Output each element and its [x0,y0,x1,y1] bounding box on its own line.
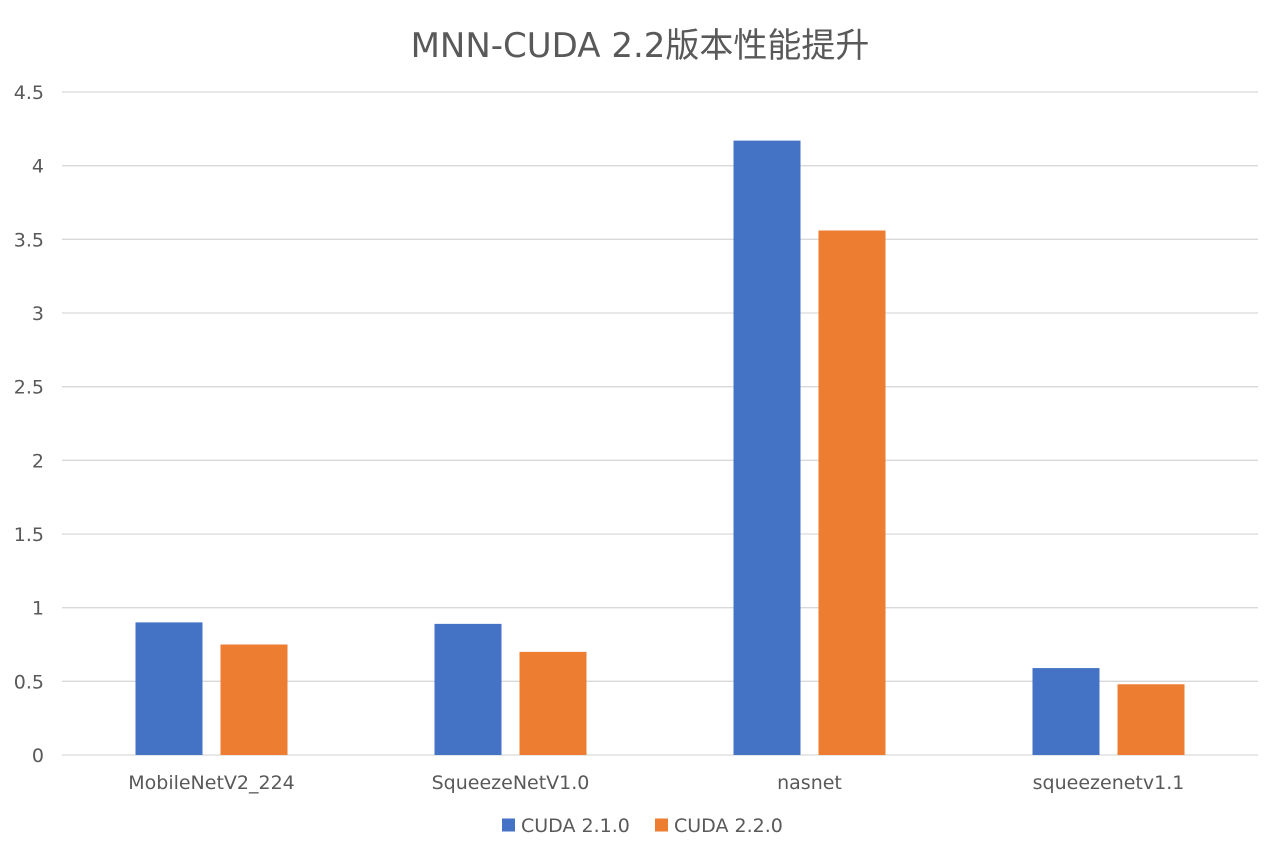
bar-2-0 [733,140,801,755]
bar-2-1 [818,230,886,755]
bar-0-1 [220,644,288,755]
bar-3-1 [1117,684,1185,755]
bars [135,140,1185,755]
gridlines [62,91,1258,756]
legend: CUDA 2.1.0 CUDA 2.2.0 [502,815,783,837]
legend-label: CUDA 2.2.0 [674,815,783,837]
x-tick-label: MobileNetV2_224 [128,772,295,794]
bar-0-0 [135,622,203,755]
bar-1-1 [519,651,587,755]
x-tick-label: squeezenetv1.1 [1033,772,1185,794]
bar-1-0 [434,623,502,755]
y-tick-label: 4 [32,156,44,178]
y-tick-label: 3.5 [14,229,44,251]
y-tick-label: 1.5 [14,524,44,546]
legend-swatch [502,818,515,832]
y-tick-label: 0 [32,745,44,767]
chart-title: MNN-CUDA 2.2版本性能提升 [410,26,870,66]
y-tick-label: 0.5 [14,671,44,693]
y-tick-label: 2 [32,450,44,472]
x-tick-label: nasnet [777,772,842,794]
y-tick-label: 2.5 [14,377,44,399]
legend-swatch [655,818,668,832]
x-axis-ticks: MobileNetV2_224 SqueezeNetV1.0 nasnet squee… [128,772,1184,794]
y-tick-label: 1 [32,598,44,620]
y-tick-label: 3 [32,303,44,325]
bar-3-0 [1032,668,1100,755]
x-tick-label: SqueezeNetV1.0 [432,772,590,794]
legend-label: CUDA 2.1.0 [521,815,630,837]
y-axis-ticks: 0 0.5 1 1.5 2 2.5 3 3.5 4 4.5 [14,82,44,767]
y-tick-label: 4.5 [14,82,44,104]
